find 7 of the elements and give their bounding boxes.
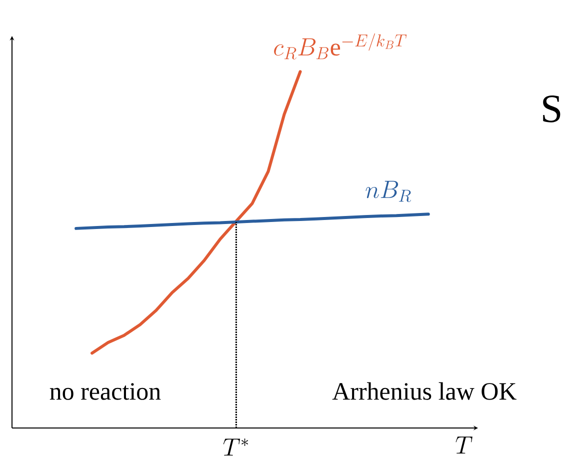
annotation: no reaction xyxy=(50,383,161,400)
text: $T^*$ xyxy=(223,438,248,456)
text: $c_R B_B \mathrm{e}^{-E/k_B T}$ xyxy=(274,33,407,60)
text: S xyxy=(543,96,560,122)
series-label: $n B_R$ xyxy=(366,180,411,202)
x-axis-title: $T$ xyxy=(456,436,472,454)
annotation: Arrhenius law OK xyxy=(332,382,516,400)
